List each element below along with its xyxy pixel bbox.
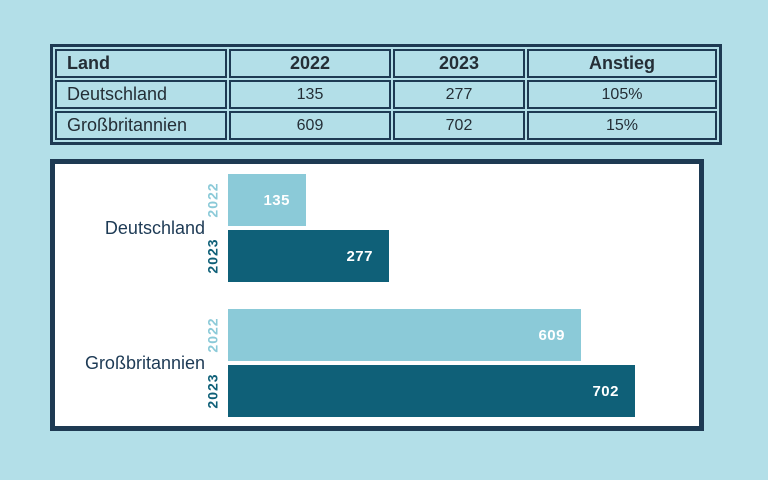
table-header-anstieg: Anstieg: [527, 49, 717, 78]
table-cell-2022: 609: [229, 111, 391, 140]
chart-content: Deutschland 2022 135 2023 277 Großbritannien 2…: [55, 164, 699, 426]
bar-value-label: 277: [346, 247, 373, 265]
table-header-2023: 2023: [393, 49, 525, 78]
bar: 702: [228, 365, 635, 417]
table-cell-2023: 277: [393, 80, 525, 109]
table-row: Großbritannien 609 702 15%: [55, 111, 717, 140]
table-header-row: Land 2022 2023 Anstieg: [55, 49, 717, 78]
data-table: Land 2022 2023 Anstieg Deutschland 135 2…: [50, 44, 722, 145]
bar-value-label: 135: [263, 191, 290, 209]
category-label: Großbritannien: [84, 352, 205, 373]
table-cell-2023: 702: [393, 111, 525, 140]
year-label: 2023: [205, 373, 221, 409]
bar: 277: [228, 230, 389, 282]
table-header-land: Land: [55, 49, 227, 78]
table-cell-2022: 135: [229, 80, 391, 109]
table-cell-anstieg: 15%: [527, 111, 717, 140]
table-header-2022: 2022: [229, 49, 391, 78]
category-label: Deutschland: [104, 217, 205, 238]
table-cell-country: Deutschland: [55, 80, 227, 109]
bar-value-label: 702: [592, 382, 619, 400]
bar-value-label: 609: [538, 326, 565, 344]
year-label: 2023: [205, 238, 221, 274]
bar: 609: [228, 309, 581, 361]
table-row: Deutschland 135 277 105%: [55, 80, 717, 109]
bar: 135: [228, 174, 306, 226]
year-label: 2022: [205, 317, 221, 353]
year-label: 2022: [205, 182, 221, 218]
table-cell-country: Großbritannien: [55, 111, 227, 140]
table-cell-anstieg: 105%: [527, 80, 717, 109]
bar-chart-panel: Deutschland 2022 135 2023 277 Großbritannien 2…: [50, 159, 704, 431]
